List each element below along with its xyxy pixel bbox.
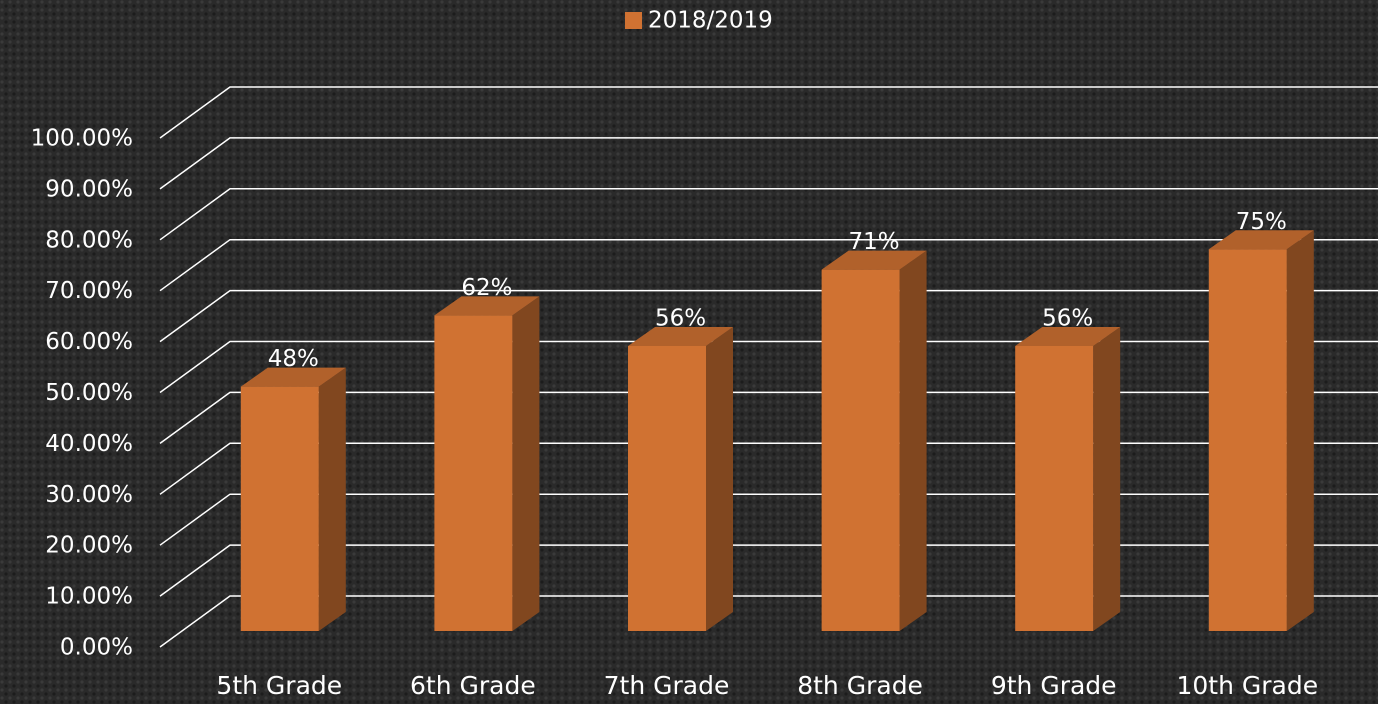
y-tick-label: 100.00% [31,126,133,152]
y-tick-label: 70.00% [45,278,133,304]
y-tick-label: 60.00% [45,329,133,355]
bar-top [1208,230,1314,250]
bar [1208,230,1314,631]
grid-line [159,493,1378,546]
grid-line [159,544,1378,597]
bar-top [628,326,733,346]
bar [434,296,540,631]
grid-line [159,340,1378,394]
bar-side [512,296,540,631]
grid-line [159,595,1378,648]
grid-line [159,289,1378,343]
value-label: 71% [849,229,900,255]
bar [240,367,346,631]
value-label: 56% [655,305,706,331]
y-tick-label: 90.00% [45,176,133,202]
bar-front [1015,345,1094,631]
y-tick-label: 10.00% [45,584,133,610]
legend-label: 2018/2019 [648,8,773,34]
bar-side [899,250,927,632]
value-label: 75% [1236,209,1287,235]
x-tick-label: 7th Grade [604,671,730,700]
bar-side [1286,230,1314,631]
y-tick-label: 0.00% [60,635,133,661]
bar-front [1208,249,1287,631]
value-label: 56% [1042,305,1093,331]
bar-top [1015,326,1121,346]
y-tick-label: 30.00% [45,482,133,508]
x-tick-label: 6th Grade [410,671,536,700]
legend-swatch [625,12,642,29]
bar-front [240,386,319,631]
bar [1015,326,1121,631]
grid-line [159,391,1378,445]
bar-side [318,367,346,631]
grid-line [159,238,1378,292]
grid-line [159,442,1378,495]
bar [628,326,733,631]
y-tick-label: 20.00% [45,533,133,559]
x-tick-label: 10th Grade [1176,671,1318,700]
bar-front [628,345,706,631]
x-tick-label: 5th Grade [216,671,342,700]
bar-side [706,326,733,631]
grid-line [159,137,1378,190]
x-tick-label: 9th Grade [991,671,1117,700]
y-tick-label: 80.00% [45,227,133,253]
bar-front [434,315,513,631]
bar [821,250,927,632]
bar-top [821,250,927,270]
bar-side [1093,326,1121,631]
bar-top [434,296,540,316]
grid-line [159,86,1378,139]
y-tick-label: 50.00% [45,380,133,406]
x-tick-label: 8th Grade [797,671,923,700]
value-label: 62% [461,275,512,301]
y-tick-label: 40.00% [45,431,133,457]
value-label: 48% [268,346,319,372]
grid-line [159,188,1378,241]
bar-front [821,269,900,631]
bar-top [240,367,346,387]
